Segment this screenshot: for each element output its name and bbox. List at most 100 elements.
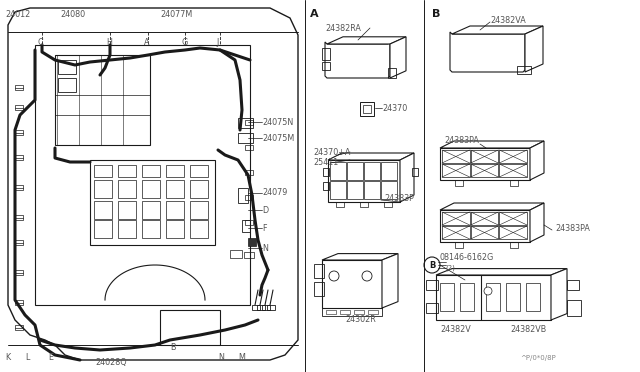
Text: ^P/0*0/8P: ^P/0*0/8P bbox=[520, 355, 556, 361]
Bar bbox=[238, 133, 253, 143]
Text: C: C bbox=[38, 38, 44, 46]
Text: E: E bbox=[48, 353, 53, 362]
Bar bbox=[526, 283, 540, 311]
Bar bbox=[166, 201, 184, 219]
Bar bbox=[245, 195, 253, 200]
Bar bbox=[166, 220, 184, 238]
Bar bbox=[118, 180, 136, 198]
Bar bbox=[160, 310, 220, 345]
Bar bbox=[142, 201, 160, 219]
Bar bbox=[15, 270, 23, 275]
Bar bbox=[499, 226, 527, 239]
Polygon shape bbox=[400, 153, 414, 202]
Bar bbox=[190, 165, 208, 177]
Bar bbox=[567, 280, 579, 290]
Bar bbox=[442, 212, 470, 225]
Bar bbox=[322, 308, 382, 316]
Text: 24382VB: 24382VB bbox=[510, 326, 547, 334]
Bar bbox=[314, 282, 324, 296]
Text: 08146-6162G: 08146-6162G bbox=[440, 253, 494, 263]
Text: B: B bbox=[429, 260, 435, 269]
Bar bbox=[244, 252, 254, 258]
Polygon shape bbox=[436, 275, 551, 320]
Circle shape bbox=[362, 271, 372, 281]
Bar bbox=[190, 220, 208, 238]
Polygon shape bbox=[440, 148, 530, 180]
Bar bbox=[238, 118, 253, 128]
Polygon shape bbox=[322, 260, 382, 308]
Bar bbox=[94, 220, 112, 238]
Polygon shape bbox=[436, 269, 567, 275]
Circle shape bbox=[329, 271, 339, 281]
Bar bbox=[142, 220, 160, 238]
Text: A: A bbox=[310, 9, 319, 19]
Text: K: K bbox=[5, 353, 10, 362]
Bar bbox=[245, 220, 253, 225]
Bar bbox=[245, 145, 253, 150]
Bar bbox=[322, 48, 330, 60]
Bar bbox=[15, 105, 23, 110]
Bar bbox=[262, 305, 270, 310]
Bar bbox=[440, 283, 454, 311]
Bar bbox=[248, 238, 256, 246]
Bar bbox=[242, 220, 250, 232]
Bar bbox=[442, 164, 470, 177]
Text: H: H bbox=[106, 38, 112, 46]
Text: G: G bbox=[181, 38, 188, 46]
Bar bbox=[330, 181, 346, 199]
Bar bbox=[426, 303, 438, 313]
Bar bbox=[360, 202, 368, 207]
Bar bbox=[510, 180, 518, 186]
Bar bbox=[412, 168, 418, 176]
Bar bbox=[455, 180, 463, 186]
Text: B: B bbox=[432, 9, 440, 19]
Bar bbox=[90, 160, 215, 245]
Bar bbox=[230, 250, 242, 258]
Polygon shape bbox=[530, 141, 544, 180]
Polygon shape bbox=[328, 160, 400, 202]
Polygon shape bbox=[525, 26, 543, 72]
Bar bbox=[35, 45, 250, 305]
Text: A: A bbox=[144, 38, 150, 46]
Text: 24383PA: 24383PA bbox=[444, 135, 479, 144]
Bar bbox=[267, 305, 275, 310]
Polygon shape bbox=[328, 153, 414, 160]
Bar bbox=[347, 181, 363, 199]
Bar bbox=[499, 150, 527, 163]
Text: 24012: 24012 bbox=[5, 10, 30, 19]
Polygon shape bbox=[325, 42, 390, 78]
Bar bbox=[314, 264, 324, 278]
Text: 24383P: 24383P bbox=[384, 193, 414, 202]
Bar bbox=[15, 325, 23, 330]
Bar bbox=[257, 305, 265, 310]
Polygon shape bbox=[327, 37, 406, 44]
Text: M: M bbox=[238, 353, 245, 362]
Bar bbox=[245, 170, 253, 175]
Bar bbox=[354, 310, 364, 314]
Polygon shape bbox=[440, 141, 544, 148]
Text: 24370: 24370 bbox=[382, 103, 407, 112]
Bar bbox=[499, 164, 527, 177]
Bar bbox=[336, 202, 344, 207]
Bar bbox=[470, 150, 499, 163]
Bar bbox=[245, 120, 253, 125]
Polygon shape bbox=[105, 265, 205, 300]
Bar bbox=[15, 240, 23, 245]
Bar bbox=[252, 305, 260, 310]
Bar bbox=[499, 212, 527, 225]
Text: 24382V: 24382V bbox=[440, 326, 471, 334]
Text: N: N bbox=[218, 353, 224, 362]
Text: 24382VA: 24382VA bbox=[490, 16, 525, 25]
Bar bbox=[323, 168, 329, 176]
Bar bbox=[340, 310, 350, 314]
Bar bbox=[455, 242, 463, 248]
Bar bbox=[460, 283, 474, 311]
Bar bbox=[381, 162, 397, 180]
Bar bbox=[323, 182, 329, 190]
Bar bbox=[517, 66, 531, 74]
Bar bbox=[94, 201, 112, 219]
Text: 24077M: 24077M bbox=[160, 10, 192, 19]
Polygon shape bbox=[551, 269, 567, 320]
Bar bbox=[364, 181, 380, 199]
Bar bbox=[142, 180, 160, 198]
